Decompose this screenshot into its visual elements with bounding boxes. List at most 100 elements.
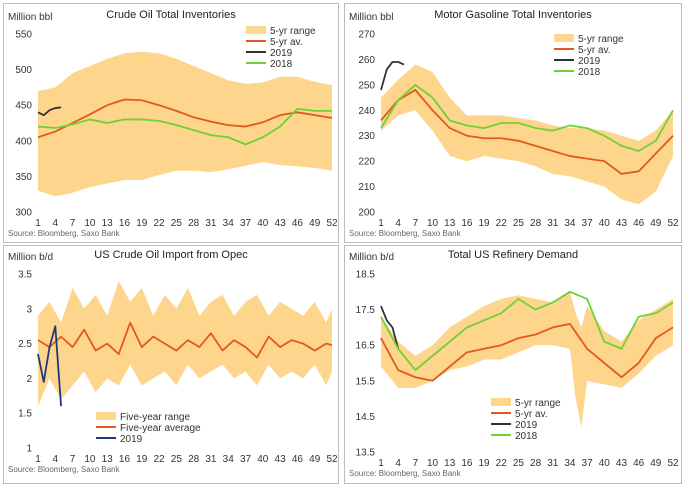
x-tick-label: 16 [461,218,473,229]
legend-label: 5-yr range [578,34,624,45]
y-tick-label: 260 [358,55,375,66]
legend-item: 5-yr range [554,34,624,45]
legend-item: 5-yr av. [246,37,303,48]
chart-panel-refinery-demand: Total US Refinery Demand Million b/d 13.5 1… [344,245,682,484]
y-tick-label: 300 [15,208,32,219]
x-tick-label: 40 [599,458,611,469]
series-line-five-year-average [37,321,333,359]
legend-label: 2018 [270,59,293,70]
series-line-5-yr-av- [380,322,674,382]
x-tick-label: 16 [461,458,473,469]
source-note: Source: Bloomberg, Saxo Bank [349,469,462,478]
x-tick-label: 4 [53,454,59,465]
y-tick-label: 13.5 [356,448,376,459]
y-tick-label: 18.5 [356,270,376,281]
series-line-2019 [37,106,62,117]
legend-item: 2019 [491,420,538,431]
legend-item: 2018 [554,67,601,78]
x-tick-label: 28 [530,458,542,469]
y-tick-label: 17.5 [356,305,376,316]
x-tick-label: 4 [53,218,59,229]
y-tick-label: 400 [15,136,32,147]
x-tick-label: 16 [119,218,131,229]
legend-label: 2018 [578,67,601,78]
x-tick-label: 52 [667,458,679,469]
x-tick-label: 49 [309,454,321,465]
x-tick-label: 19 [136,218,148,229]
y-tick-label: 500 [15,65,32,76]
crude-oil-chart: Crude Oil Total Inventories Million bbl 30… [8,9,338,238]
legend-item: 2018 [491,431,538,442]
y-tick-label: 450 [15,101,32,112]
legend-label: 2019 [578,56,601,67]
chart-panel-motor-gasoline: Motor Gasoline Total Inventories Million … [344,3,682,243]
x-tick-label: 10 [427,458,439,469]
legend-label: 2018 [515,431,538,442]
x-tick-label: 49 [650,218,662,229]
y-tick-label: 550 [15,30,32,41]
x-tick-label: 37 [240,218,252,229]
x-tick-label: 43 [616,218,628,229]
legend-item: Five-year range [96,412,190,423]
motor-gasoline-chart: Motor Gasoline Total Inventories Million … [349,9,679,238]
legend-item: 5-yr range [491,398,561,409]
y-tick-label: 3 [26,304,32,315]
x-tick-label: 19 [478,458,490,469]
x-tick-label: 28 [530,218,542,229]
x-tick-label: 31 [205,454,217,465]
legend-swatch [491,398,511,406]
legend-item: Five-year average [96,423,201,434]
x-tick-label: 31 [205,218,217,229]
y-tick-label: 16.5 [356,341,376,352]
y-tick-label: 250 [358,80,375,91]
x-tick-label: 40 [599,218,611,229]
x-tick-label: 22 [153,454,165,465]
legend-item: 5-yr av. [491,409,548,420]
source-note: Source: Bloomberg, Saxo Bank [8,229,121,238]
y-tick-label: 350 [15,172,32,183]
series-line-5-yr-av- [380,89,674,175]
x-tick-label: 25 [171,454,183,465]
x-tick-label: 34 [564,218,576,229]
y-axis-unit-label: Million b/d [8,252,53,263]
x-tick-label: 28 [188,218,200,229]
series-line-5-yr-av- [37,98,333,139]
x-tick-label: 34 [223,218,235,229]
series-line-2019 [380,61,405,91]
x-tick-label: 31 [547,218,559,229]
legend-label: Five-year range [120,412,190,423]
x-tick-label: 25 [171,218,183,229]
legend-label: 2019 [515,420,538,431]
chart-title: Total US Refinery Demand [448,249,578,261]
y-axis-unit-label: Million bbl [349,12,393,23]
x-tick-label: 13 [444,458,456,469]
range-band [38,51,332,197]
series-line-2018 [380,290,674,372]
x-tick-label: 10 [84,454,96,465]
legend-item: 2018 [246,59,293,70]
x-tick-label: 31 [547,458,559,469]
legend-item: 5-yr av. [554,45,611,56]
x-tick-label: 4 [395,218,401,229]
y-tick-label: 3.5 [18,270,32,281]
x-tick-label: 28 [188,454,200,465]
legend-label: 5-yr range [515,398,561,409]
x-tick-label: 43 [275,454,287,465]
x-tick-label: 19 [478,218,490,229]
x-tick-label: 34 [564,458,576,469]
y-tick-label: 1.5 [18,409,32,420]
legend-swatch [554,34,574,42]
chart-panel-opec-import: US Crude Oil Import from Opec Million b/d… [3,245,339,484]
x-tick-label: 40 [257,218,269,229]
legend-item: 5-yr range [246,26,316,37]
x-tick-label: 13 [102,218,114,229]
legend-item: 2019 [96,434,143,445]
series-line-2018 [380,83,674,152]
x-tick-label: 7 [70,218,76,229]
y-tick-label: 230 [358,131,375,142]
source-note: Source: Bloomberg, Saxo Bank [349,229,462,238]
x-tick-label: 37 [582,458,594,469]
legend-label: 5-yr range [270,26,316,37]
x-tick-label: 7 [70,454,76,465]
